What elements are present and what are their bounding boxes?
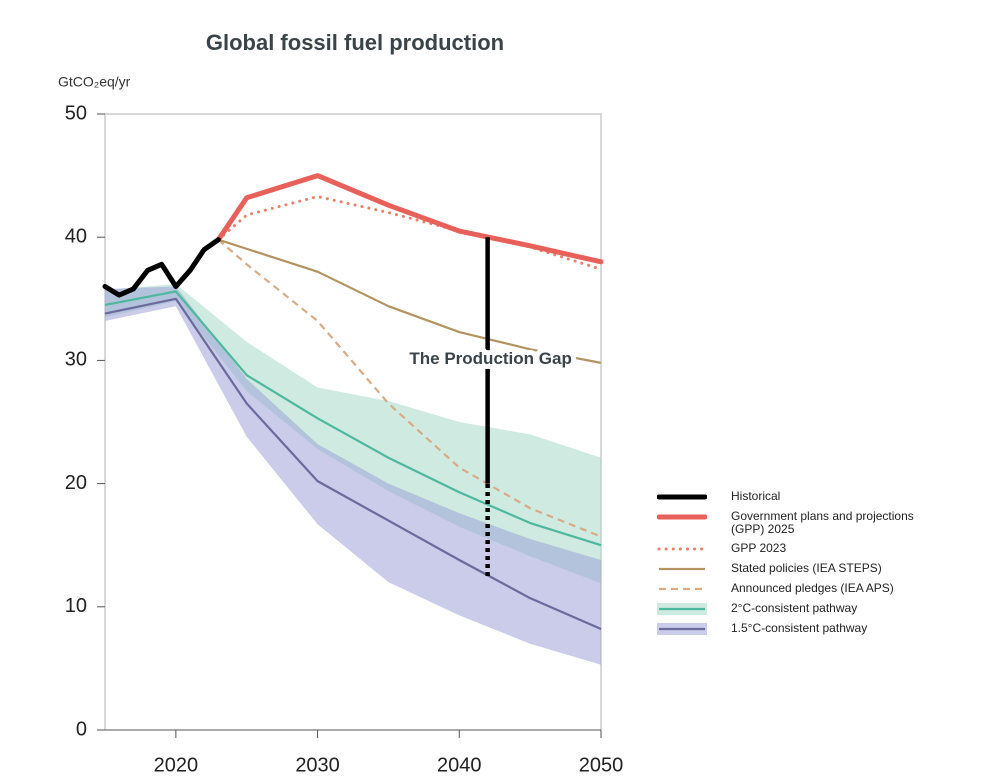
y-tick-label: 30 (65, 349, 87, 371)
gap-label: The Production Gap (409, 349, 571, 368)
legend-swatch (657, 603, 707, 615)
legend-swatch (657, 514, 707, 520)
legend: Historical Government plans and projectio… (657, 490, 957, 642)
y-tick-label: 0 (76, 718, 87, 740)
legend-label: Stated policies (IEA STEPS) (731, 561, 882, 575)
series-line (217, 238, 602, 538)
legend-label: Government plans and projections (GPP) 2… (731, 509, 914, 536)
series-line (215, 173, 604, 265)
legend-label: Announced pledges (IEA APS) (731, 581, 894, 595)
legend-label: GPP 2023 (731, 541, 787, 555)
series-line (216, 195, 603, 271)
legend-item: Stated policies (IEA STEPS) (657, 562, 957, 576)
legend-item: Announced pledges (IEA APS) (657, 582, 957, 596)
legend-swatch (657, 547, 707, 551)
y-axis-label: GtCO₂eq/yr (58, 74, 131, 90)
y-tick-label: 20 (65, 472, 87, 494)
legend-item: Historical (657, 490, 957, 504)
legend-label: 1.5°C-consistent pathway (731, 621, 868, 635)
legend-swatch (659, 587, 705, 591)
legend-swatch (659, 567, 705, 571)
series-line (104, 290, 602, 547)
legend-item: 2°C-consistent pathway (657, 602, 957, 616)
legend-item: GPP 2023 (657, 542, 957, 556)
y-tick-label: 50 (65, 102, 87, 124)
legend-label: Historical (731, 489, 781, 503)
y-tick-label: 10 (65, 595, 87, 617)
legend-label: 2°C-consistent pathway (731, 601, 858, 615)
x-tick-label: 2040 (437, 754, 482, 776)
legend-swatch (657, 494, 707, 500)
plot-frame (104, 113, 602, 730)
legend-item: Government plans and projections (GPP) 2… (657, 510, 957, 536)
series-line (102, 237, 221, 298)
y-tick-label: 40 (65, 225, 87, 247)
series-line (218, 238, 602, 364)
series-line (104, 297, 602, 630)
legend-item: 1.5°C-consistent pathway (657, 622, 957, 636)
chart-title: Global fossil fuel production (206, 30, 504, 55)
x-tick-label: 2020 (154, 754, 199, 776)
x-tick-label: 2030 (295, 754, 340, 776)
legend-swatch (657, 623, 707, 635)
x-tick-label: 2050 (579, 754, 624, 776)
